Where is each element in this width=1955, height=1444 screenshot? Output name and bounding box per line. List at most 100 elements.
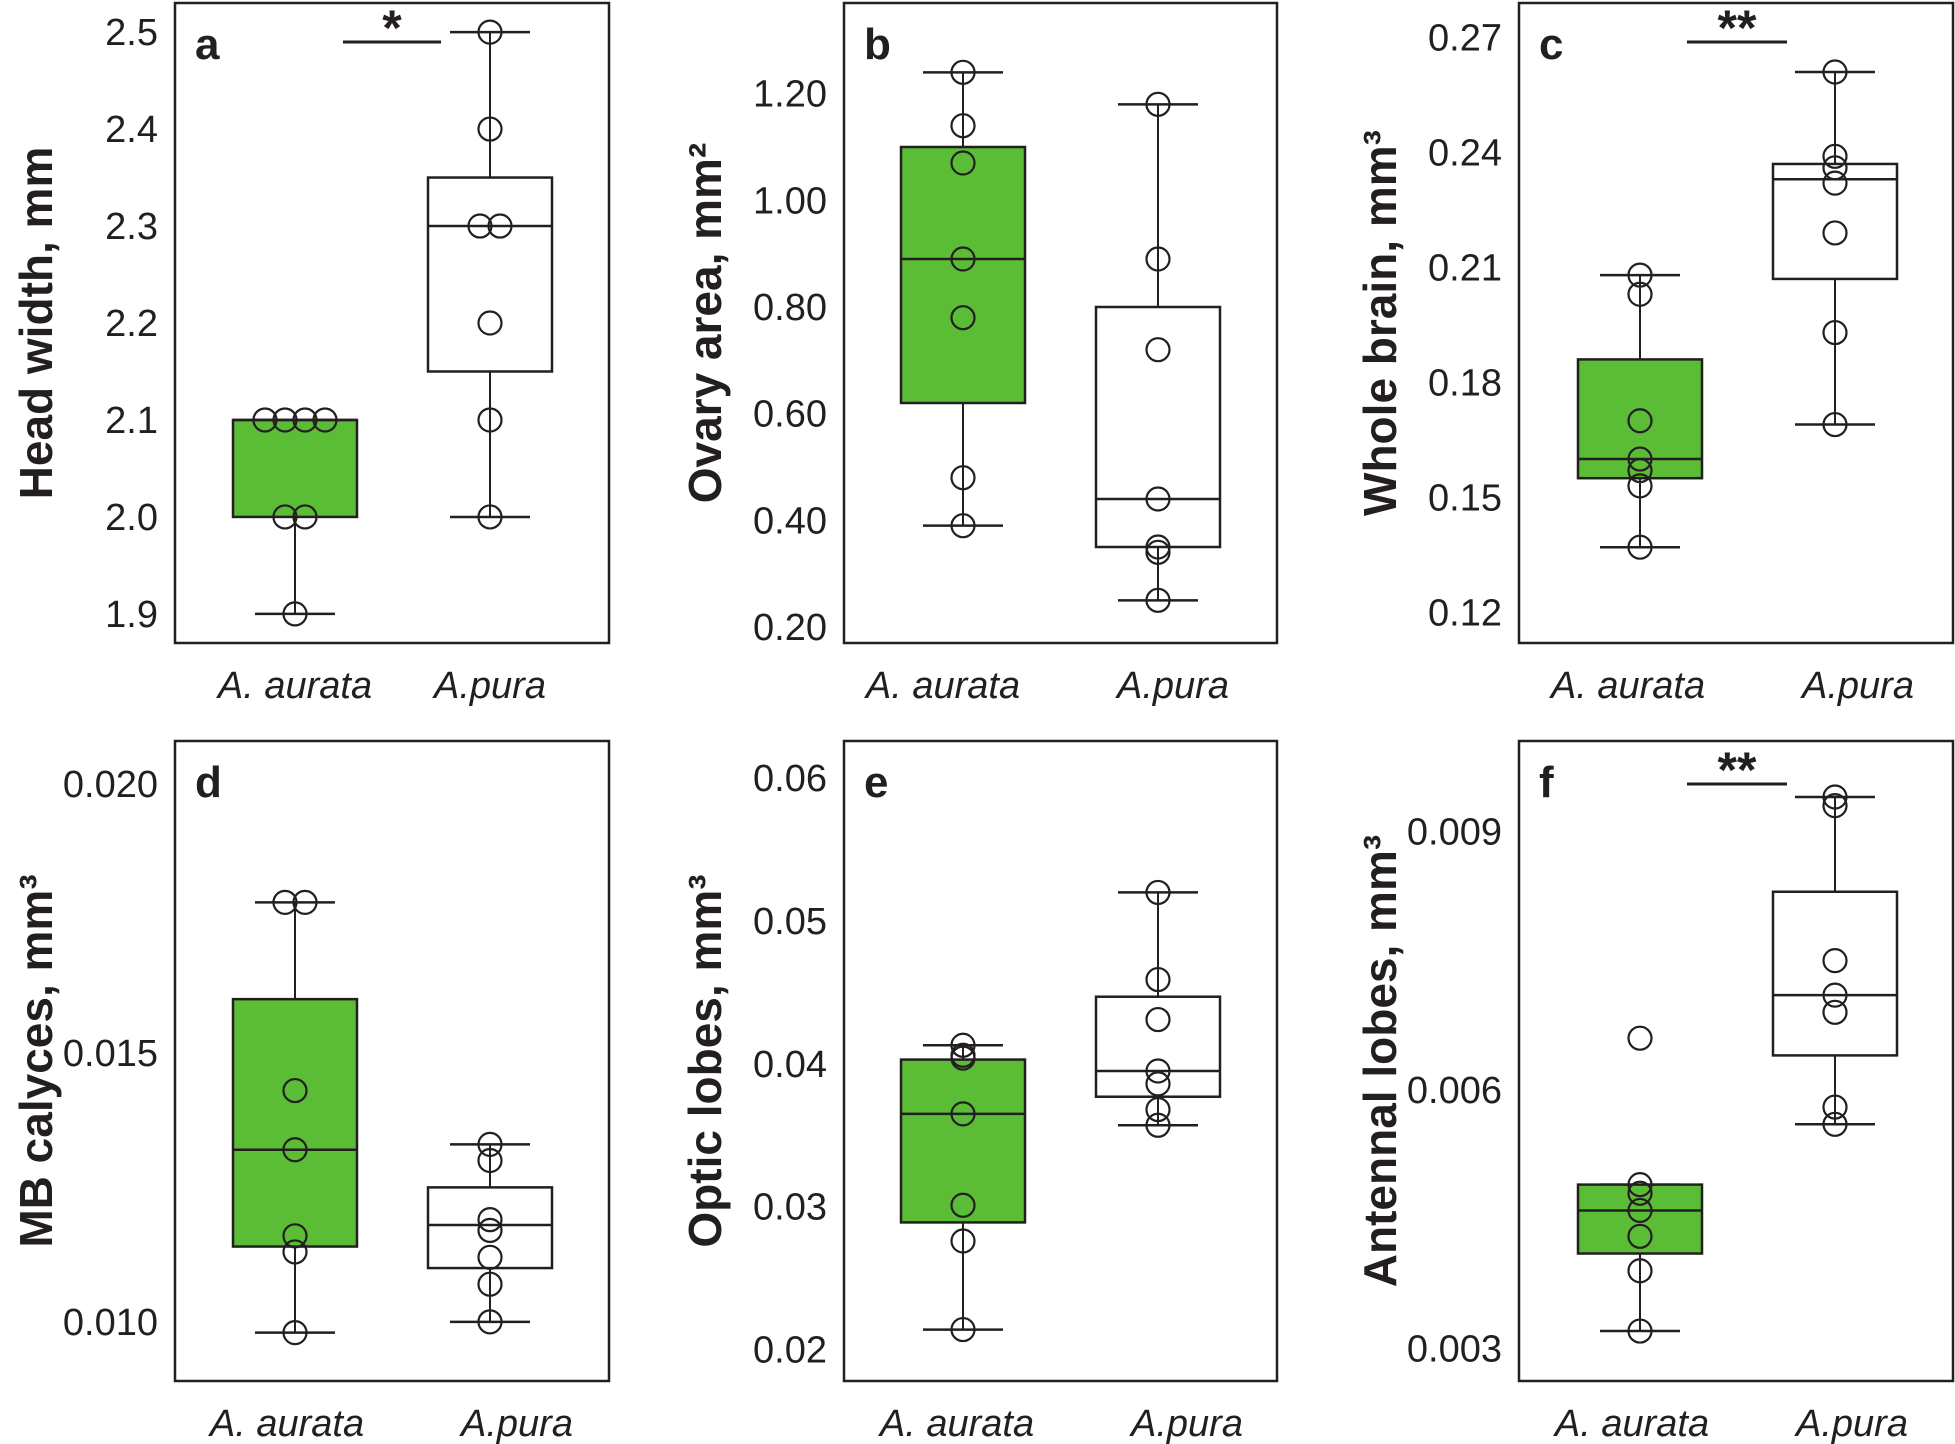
box-group-aurata <box>231 407 359 627</box>
y-axis-title: Head width, mm <box>10 147 62 500</box>
data-point <box>1145 966 1171 993</box>
plot-frame <box>842 1 1279 645</box>
y-axis-title: MB calyces, mm³ <box>10 874 62 1247</box>
data-point <box>1822 982 1848 1008</box>
data-point <box>312 407 338 433</box>
data-point <box>1145 1071 1171 1097</box>
data-point <box>477 310 503 336</box>
data-point <box>1145 91 1171 117</box>
data-point <box>272 407 298 433</box>
data-point <box>950 59 976 85</box>
box-group-pura <box>1094 879 1222 1138</box>
y-axis-title: Optic lobes, mm³ <box>679 874 731 1247</box>
y-tick-label: 0.006 <box>1407 1070 1502 1112</box>
data-point <box>292 407 318 433</box>
iqr-box <box>426 1186 554 1270</box>
data-point <box>1822 784 1848 810</box>
category-label: A.pura <box>459 1403 573 1444</box>
y-tick-label: 0.05 <box>753 901 827 943</box>
data-point <box>272 889 298 915</box>
category-label: A.pura <box>1800 665 1914 707</box>
category-label: A. aurata <box>878 1403 1034 1444</box>
category-label: A. aurata <box>216 665 372 707</box>
data-point <box>1822 170 1848 196</box>
data-point <box>282 1223 308 1249</box>
y-axis-title: Ovary area, mm² <box>679 143 731 504</box>
data-point <box>1145 337 1171 363</box>
data-point <box>950 1228 976 1254</box>
significance-label: * <box>382 0 402 56</box>
iqr-box <box>231 418 359 519</box>
data-point <box>477 1147 503 1174</box>
panel-c: c 0.12 0.15 0.18 0.21 0.24 0.27 Whole brain, mm… <box>1354 0 1955 707</box>
box-group-aurata <box>231 889 359 1346</box>
data-point <box>282 1137 308 1163</box>
y-tick-label: 2.1 <box>105 400 158 442</box>
data-point <box>1822 999 1848 1025</box>
category-label: A. aurata <box>1553 1403 1709 1444</box>
iqr-box <box>1576 1183 1704 1255</box>
iqr-box <box>231 997 359 1248</box>
category-label: A.pura <box>1129 1403 1243 1444</box>
data-point <box>1627 534 1653 560</box>
y-tick-label: 0.60 <box>753 394 827 436</box>
box-group-pura <box>426 1131 554 1335</box>
data-point <box>292 889 318 915</box>
data-point <box>1822 793 1848 819</box>
y-tick-label: 0.40 <box>753 500 827 542</box>
y-tick-label: 1.20 <box>753 74 827 116</box>
category-label: A.pura <box>1115 665 1229 707</box>
data-point <box>1822 411 1848 438</box>
y-tick-label: 0.24 <box>1428 132 1502 174</box>
iqr-box <box>1094 995 1222 1098</box>
data-point <box>1822 155 1848 181</box>
data-point <box>252 407 278 433</box>
y-tick-label: 0.27 <box>1428 17 1502 59</box>
y-tick-label: 2.4 <box>105 109 158 151</box>
y-tick-label: 0.015 <box>63 1033 158 1075</box>
y-tick-label: 0.03 <box>753 1187 827 1229</box>
data-point <box>950 1101 976 1127</box>
data-point <box>950 465 976 491</box>
data-point <box>1627 473 1653 499</box>
y-tick-label: 0.010 <box>63 1302 158 1344</box>
data-point <box>1627 1172 1653 1198</box>
data-point <box>1145 1096 1171 1123</box>
data-point <box>1822 59 1848 85</box>
data-point <box>1627 1025 1653 1051</box>
data-point <box>477 1309 503 1335</box>
category-label: A.pura <box>432 665 546 707</box>
data-point <box>1627 262 1653 288</box>
data-point <box>950 113 976 139</box>
data-point <box>1145 486 1171 512</box>
iqr-box <box>1094 305 1222 549</box>
y-tick-label: 0.009 <box>1407 811 1502 853</box>
data-point <box>1627 1223 1653 1249</box>
y-tick-label: 0.020 <box>63 764 158 806</box>
box-group-aurata <box>1576 262 1704 560</box>
y-tick-label: 2.3 <box>105 206 158 248</box>
panel-letter: f <box>1539 758 1554 807</box>
data-point <box>1145 587 1171 613</box>
data-point <box>1822 1094 1848 1120</box>
iqr-box <box>899 1058 1027 1224</box>
data-point <box>477 1207 503 1233</box>
y-tick-label: 2.5 <box>105 12 158 54</box>
plot-frame <box>173 739 611 1383</box>
category-label: A. aurata <box>1549 665 1705 707</box>
y-tick-label: 0.21 <box>1428 247 1502 289</box>
significance-label: ** <box>1718 0 1757 56</box>
y-tick-label: 2.0 <box>105 497 158 539</box>
data-point <box>1822 143 1848 169</box>
category-label: A. aurata <box>208 1403 364 1444</box>
y-tick-label: 0.02 <box>753 1330 827 1372</box>
data-point <box>1145 246 1171 272</box>
iqr-box <box>1576 358 1704 480</box>
panel-letter: d <box>195 758 222 807</box>
data-point <box>477 1244 503 1270</box>
data-point <box>477 116 503 142</box>
y-tick-label: 0.003 <box>1407 1328 1502 1370</box>
data-point <box>282 1319 308 1346</box>
